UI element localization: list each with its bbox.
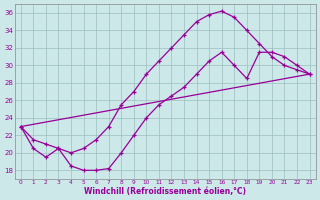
X-axis label: Windchill (Refroidissement éolien,°C): Windchill (Refroidissement éolien,°C)	[84, 187, 246, 196]
